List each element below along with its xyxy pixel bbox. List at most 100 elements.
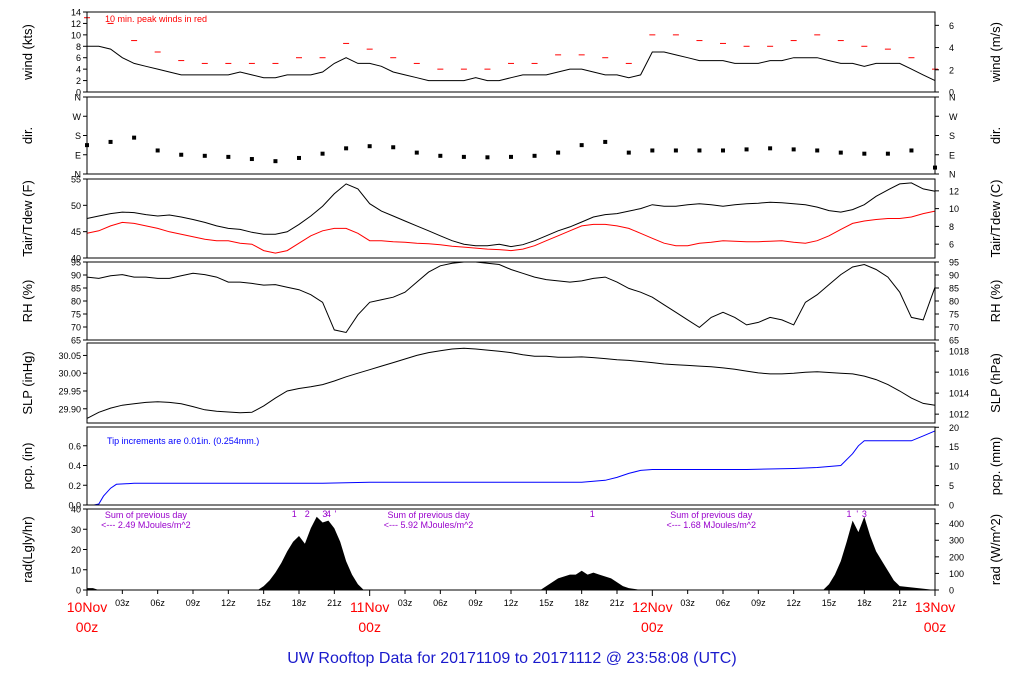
direction-point xyxy=(461,154,466,159)
ylabel-left: rad(Lgly/hr) xyxy=(20,516,35,582)
direction-point xyxy=(485,155,490,160)
left-tick-label: 70 xyxy=(71,323,81,333)
left-tick-label: 30.00 xyxy=(58,369,81,379)
series-tair xyxy=(86,182,936,248)
left-tick-label: 0.6 xyxy=(68,441,81,451)
series-10-min-peak-winds xyxy=(84,17,938,70)
annotation-line: Sum of previous day xyxy=(670,510,753,520)
day-time-label: 00z xyxy=(358,619,381,635)
right-tick-label: 65 xyxy=(949,336,959,346)
ylabel-right: wind (m/s) xyxy=(988,22,1003,83)
direction-point xyxy=(721,148,725,153)
time-tick-label: 18z xyxy=(857,598,872,608)
direction-point xyxy=(650,148,655,153)
series-line xyxy=(86,261,936,334)
direction-point xyxy=(885,151,890,156)
time-tick-label: 06z xyxy=(716,598,731,608)
right-tick-label: 12 xyxy=(949,186,959,196)
time-tick-label: 18z xyxy=(292,598,307,608)
ylabel-right: SLP (hPa) xyxy=(988,353,1003,413)
right-tick-label: 200 xyxy=(949,552,964,562)
direction-point xyxy=(414,150,419,155)
right-tick-label: 6 xyxy=(949,240,954,250)
left-tick-label: S xyxy=(75,131,81,141)
radiation-marker: ' xyxy=(856,509,858,519)
direction-point xyxy=(391,145,396,150)
ylabel-left: dir. xyxy=(20,127,35,144)
radiation-marker: 1 xyxy=(292,509,297,519)
panel-rh: 65 70 75 80 85 90 95 65 70 75 80 85 90 95 RH (%) RH (%) xyxy=(20,258,1003,346)
direction-point xyxy=(697,148,702,153)
left-tick-label: W xyxy=(73,112,82,122)
panel-slp: 29.90 29.95 30.00 30.05 1012 1014 1016 1018 SLP … xyxy=(20,342,1003,424)
left-tick-label: 90 xyxy=(71,271,81,281)
time-tick-label: 12z xyxy=(504,598,519,608)
right-tick-label: 8 xyxy=(949,222,954,232)
time-tick-label: 03z xyxy=(115,598,130,608)
series-line xyxy=(87,430,936,506)
direction-point xyxy=(320,151,325,156)
panel-annotation: Tip increments are 0.01in. (0.254mm.) xyxy=(107,436,259,446)
direction-point xyxy=(815,148,820,153)
direction-point xyxy=(673,148,678,153)
left-tick-label: 95 xyxy=(71,258,81,268)
left-tick-label: 85 xyxy=(71,284,81,294)
right-tick-label: 100 xyxy=(949,569,964,579)
right-tick-label: 400 xyxy=(949,519,964,529)
left-tick-label: 14 xyxy=(71,8,81,18)
right-tick-label: 95 xyxy=(949,258,959,268)
time-tick-label: 15z xyxy=(539,598,554,608)
direction-point xyxy=(202,153,207,158)
direction-point xyxy=(132,135,137,140)
direction-point xyxy=(367,144,372,149)
right-tick-label: 5 xyxy=(949,481,954,491)
right-tick-label: 1012 xyxy=(949,410,969,420)
time-tick-label: 06z xyxy=(150,598,165,608)
radiation-sum-annotation: Sum of previous day<--- 2.49 MJoules/m^2 xyxy=(101,510,191,530)
radiation-area xyxy=(87,516,935,590)
right-tick-label: 10 xyxy=(949,204,959,214)
radiation-marker: 1 xyxy=(590,509,595,519)
series-precip xyxy=(87,430,936,506)
panel-frame xyxy=(86,178,936,259)
ylabel-right: rad (W/m^2) xyxy=(988,514,1003,585)
time-tick-label: 12z xyxy=(786,598,801,608)
time-tick-label: 21z xyxy=(892,598,907,608)
panel-pcp: 0.0 0.2 0.4 0.6 0 5 10 15 20 pcp. (in) pcp. (mm) Ti… xyxy=(20,423,1003,511)
ylabel-right: Tair/Tdew (C) xyxy=(988,179,1003,257)
left-tick-label: 0.2 xyxy=(68,481,81,491)
annotation-line: <--- 1.68 MJoules/m^2 xyxy=(666,520,756,530)
ylabel-left: Tair/Tdew (F) xyxy=(20,180,35,257)
direction-point xyxy=(626,150,631,155)
left-tick-label: 55 xyxy=(71,175,81,185)
right-tick-label: 20 xyxy=(949,423,959,433)
time-tick-label: 03z xyxy=(398,598,413,608)
series-line xyxy=(86,347,936,419)
radiation-marker: 1 xyxy=(847,509,852,519)
time-tick-label: 12z xyxy=(221,598,236,608)
direction-point xyxy=(909,148,914,153)
left-tick-label: 50 xyxy=(71,201,81,211)
right-tick-label: 10 xyxy=(949,462,959,472)
ylabel-left: RH (%) xyxy=(20,280,35,323)
direction-point xyxy=(838,150,843,155)
annotation-line: Sum of previous day xyxy=(105,510,188,520)
series-slp xyxy=(86,347,936,419)
left-tick-label: 0 xyxy=(76,88,81,98)
series-rh xyxy=(86,261,936,334)
right-tick-label: N xyxy=(949,170,956,180)
direction-point xyxy=(226,154,231,159)
direction-point xyxy=(179,152,184,157)
series-tdew xyxy=(86,210,936,254)
right-tick-label: E xyxy=(949,150,955,160)
right-tick-label: 1016 xyxy=(949,368,969,378)
direction-point xyxy=(862,151,867,156)
right-tick-label: 1018 xyxy=(949,347,969,357)
right-tick-label: 6 xyxy=(949,21,954,31)
left-tick-label: 80 xyxy=(71,297,81,307)
left-tick-label: E xyxy=(75,150,81,160)
left-tick-label: 65 xyxy=(71,336,81,346)
